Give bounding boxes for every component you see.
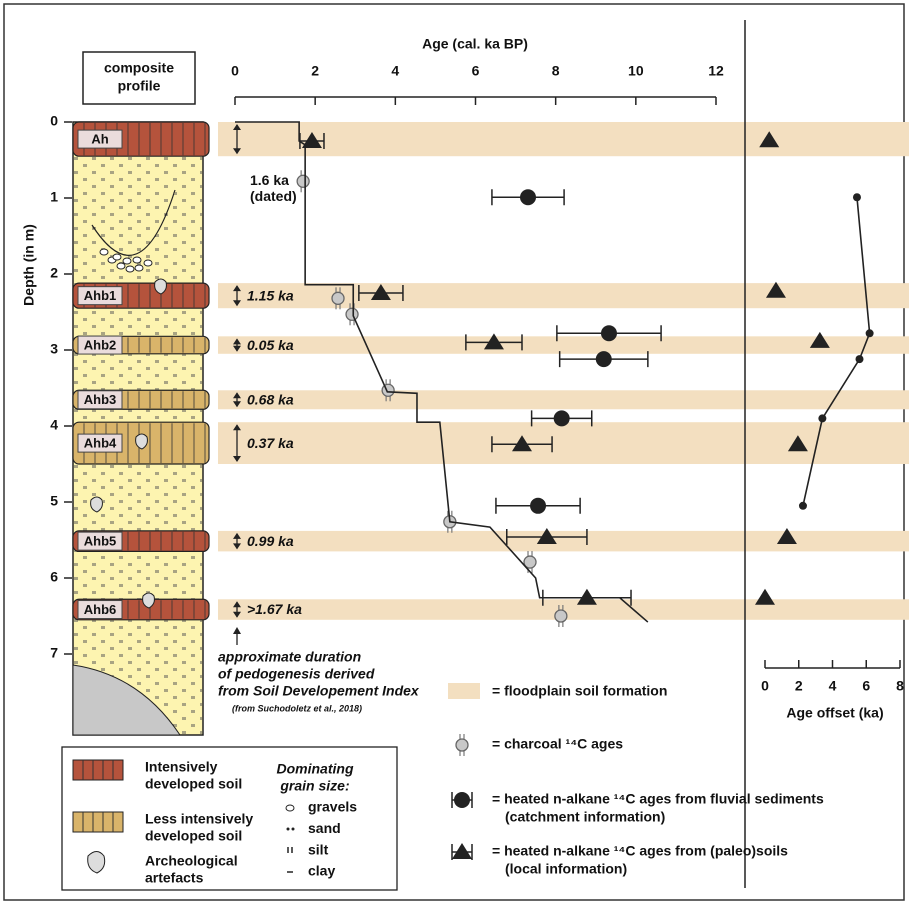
x-tick-label: 10	[628, 63, 644, 79]
legend-label: developed soil	[145, 828, 242, 844]
charcoal-point	[332, 292, 344, 304]
x-axis-label: Age offset (ka)	[786, 705, 883, 721]
x-tick-label: 4	[829, 678, 837, 694]
circle-point	[853, 193, 861, 201]
legend-detail: (local information)	[505, 861, 627, 877]
x-tick-label: 6	[472, 63, 480, 79]
y-tick-label: 1	[50, 189, 58, 205]
x-tick-label: 0	[761, 678, 769, 694]
x-tick-label: 8	[552, 63, 560, 79]
layer-label: Ahb4	[84, 436, 117, 451]
legend-label: artefacts	[145, 870, 204, 886]
legend-label: developed soil	[145, 776, 242, 792]
y-tick-label: 3	[50, 341, 58, 357]
x-tick-label: 12	[708, 63, 724, 79]
soil-swatch	[73, 760, 123, 780]
grain-title: grain size:	[279, 778, 349, 794]
y-tick-label: 5	[50, 493, 58, 509]
y-tick-label: 6	[50, 569, 58, 585]
x-tick-label: 2	[311, 63, 319, 79]
floodplain-band	[218, 422, 909, 464]
legend: = floodplain soil formation = charcoal ¹⁴…	[448, 683, 824, 877]
circle-point	[520, 189, 536, 205]
duration: 1.6 ka	[250, 172, 289, 188]
grain-label: clay	[308, 863, 335, 879]
circle-point	[454, 792, 470, 808]
floodplain-band	[218, 283, 909, 308]
grain-label: sand	[308, 820, 341, 836]
duration: 0.99 ka	[247, 533, 294, 549]
layer-label: Ahb5	[84, 534, 117, 549]
circle-point	[856, 355, 864, 363]
x-tick-label: 0	[231, 63, 239, 79]
band-swatch	[448, 683, 480, 699]
circle-point	[601, 325, 617, 341]
circle-point	[799, 502, 807, 510]
triangle-point	[577, 589, 597, 605]
legend-label: Less intensively	[145, 811, 253, 827]
x-axis-label: Age (cal. ka BP)	[422, 36, 528, 52]
soil-swatch	[73, 812, 123, 832]
layer-label: Ahb6	[84, 602, 117, 617]
legend-label: = heated n-alkane ¹⁴C ages from (paleo)s…	[492, 843, 788, 859]
figure: composite profile Ah Ahb1 Ahb2 Ahb3 Ahb4 Ahb5…	[0, 0, 909, 905]
y-axis-label: Depth (in m)	[21, 224, 37, 306]
duration-note: (dated)	[250, 188, 297, 204]
duration: 0.68 ka	[247, 391, 294, 407]
legend-detail: (catchment information)	[505, 809, 665, 825]
profile-title: profile	[118, 78, 161, 94]
charcoal-point	[456, 739, 468, 751]
floodplain-band	[218, 122, 909, 156]
layer-label: Ahb3	[84, 392, 117, 407]
note-source: (from Suchodoletz et al., 2018)	[232, 703, 362, 713]
charcoal-point	[297, 175, 309, 187]
sand-symbol	[287, 828, 290, 831]
floodplain-band	[218, 336, 909, 353]
note: approximate duration	[218, 649, 361, 665]
note: from Soil Developement Index	[218, 683, 420, 699]
layer-label: Ahb2	[84, 337, 117, 352]
legend-label: Archeological	[145, 853, 238, 869]
floodplain-band	[218, 390, 909, 409]
duration: 0.05 ka	[247, 337, 294, 353]
y-tick-label: 2	[50, 265, 58, 281]
grain-label: gravels	[308, 799, 357, 815]
circle-point	[530, 498, 546, 514]
charcoal-point	[555, 610, 567, 622]
profile-title: composite	[104, 60, 174, 76]
y-tick-label: 7	[50, 645, 58, 661]
circle-point	[596, 351, 612, 367]
legend-label: = floodplain soil formation	[492, 683, 667, 699]
layer-label: Ahb1	[84, 288, 117, 303]
sand-symbol	[292, 828, 295, 831]
x-tick-label: 4	[391, 63, 399, 79]
circle-point	[818, 414, 826, 422]
circle-point	[554, 410, 570, 426]
x-tick-label: 6	[862, 678, 870, 694]
note-arrow	[233, 627, 241, 634]
legend-label: = charcoal ¹⁴C ages	[492, 736, 623, 752]
legend-label: Intensively	[145, 759, 218, 775]
y-tick-label: 0	[50, 113, 58, 129]
charcoal-point	[346, 308, 358, 320]
note: of pedogenesis derived	[218, 666, 375, 682]
triangle-point	[452, 843, 472, 859]
legend-label: = heated n-alkane ¹⁴C ages from fluvial …	[492, 791, 824, 807]
x-tick-label: 8	[896, 678, 904, 694]
x-tick-label: 2	[795, 678, 803, 694]
floodplain-band	[218, 531, 909, 552]
triangle-point	[755, 589, 775, 605]
circle-point	[866, 329, 874, 337]
duration: 0.37 ka	[247, 435, 294, 451]
duration: >1.67 ka	[247, 601, 302, 617]
grain-title: Dominating	[277, 761, 354, 777]
duration: 1.15 ka	[247, 287, 294, 303]
y-tick-label: 4	[50, 417, 58, 433]
layer-label: Ah	[91, 132, 108, 147]
grain-label: silt	[308, 841, 329, 857]
